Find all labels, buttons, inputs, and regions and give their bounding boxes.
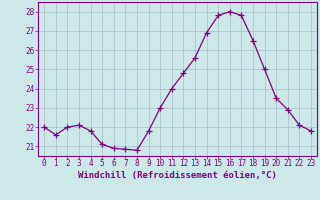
X-axis label: Windchill (Refroidissement éolien,°C): Windchill (Refroidissement éolien,°C) [78,171,277,180]
